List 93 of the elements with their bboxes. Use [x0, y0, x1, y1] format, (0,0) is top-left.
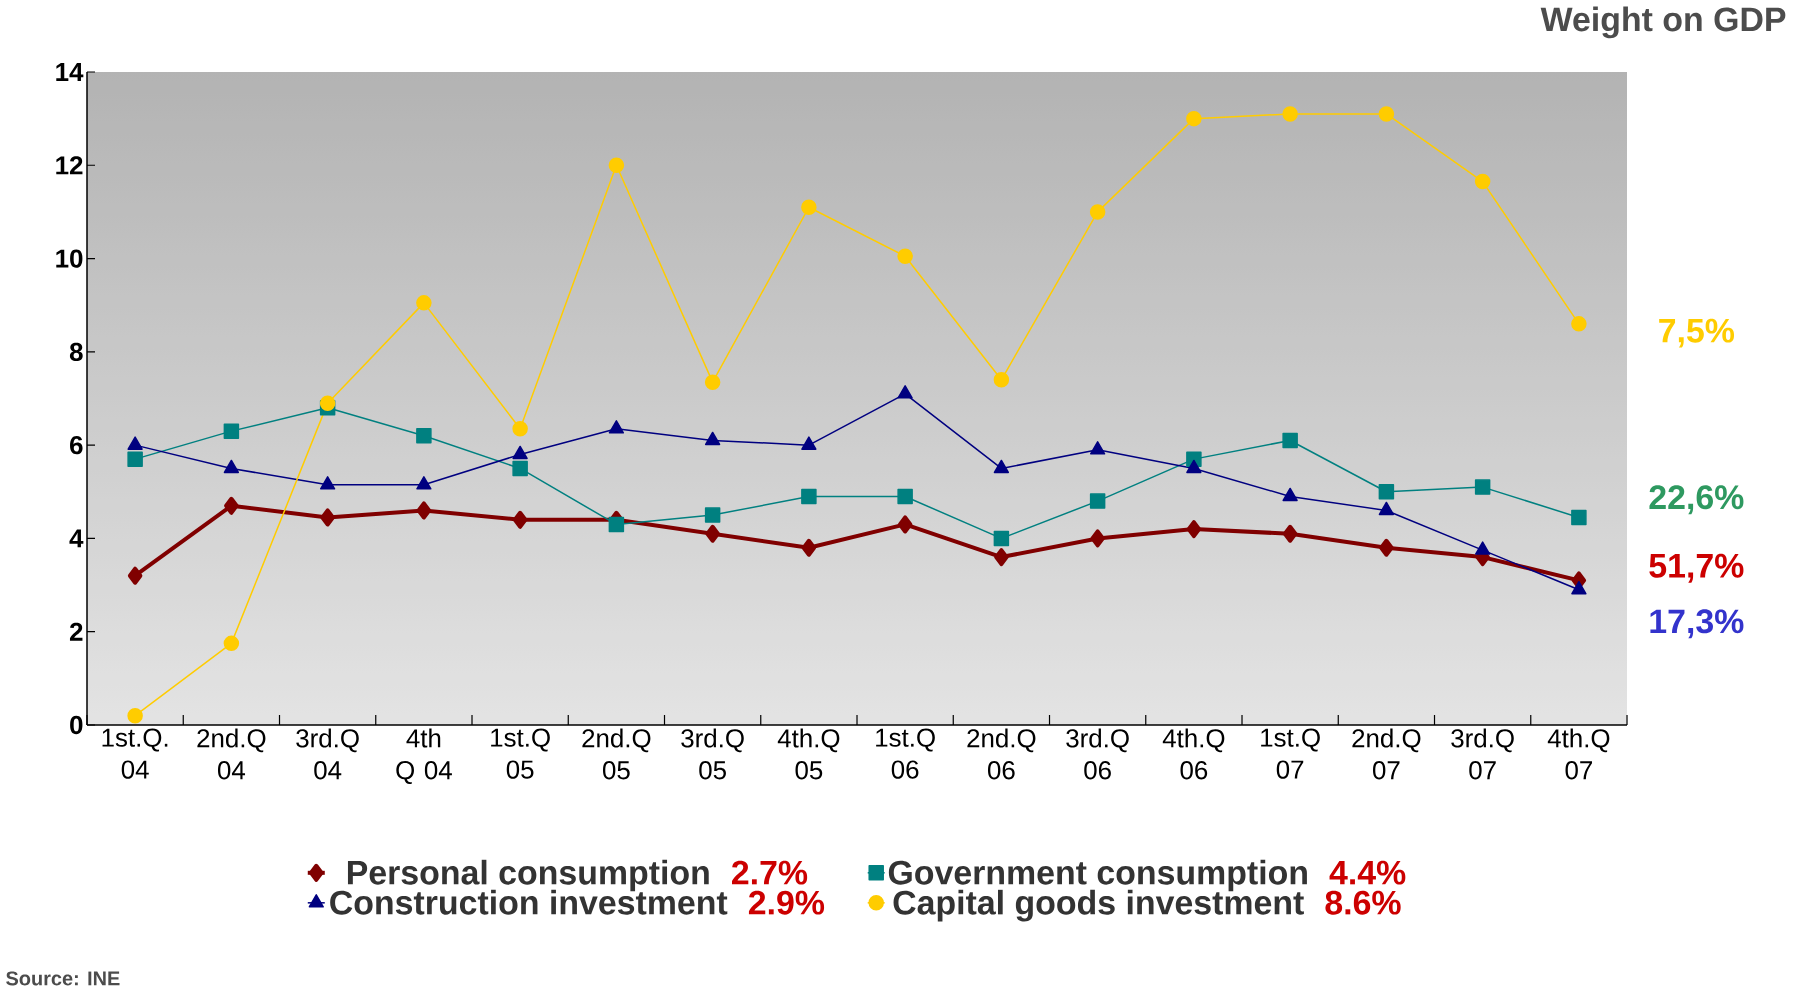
y-tick-label: 14 [56, 63, 84, 81]
text: 7,5% [1659, 318, 1735, 348]
text: 8.6% [1325, 890, 1401, 915]
point [1089, 493, 1106, 509]
point [1378, 484, 1395, 500]
x-tick-label: 1st.Q 06 [876, 728, 935, 779]
point [1474, 479, 1491, 495]
point [223, 459, 240, 474]
point [1090, 529, 1105, 548]
point [1282, 487, 1298, 502]
point [1378, 106, 1395, 122]
point [127, 707, 143, 724]
point [127, 566, 143, 585]
text: 22,6% [1649, 485, 1744, 515]
x-tick-label: 1st.Q 07 [1261, 728, 1320, 779]
x-tick-label: 1st.Q. 04 [102, 728, 168, 779]
text: 2.9% [748, 890, 825, 915]
point [224, 496, 239, 515]
x-tick-label: 2nd.Q 06 [967, 728, 1036, 780]
point [1474, 173, 1491, 190]
x-tick-label: 4th.Q 07 [1547, 728, 1610, 780]
x-tick-label: 2nd.Q 05 [582, 728, 651, 780]
text: 2.7% [732, 860, 808, 885]
y-tick-label: 10 [56, 249, 83, 268]
x-tick-label: 3rd.Q 05 [681, 728, 744, 780]
point [1282, 432, 1298, 449]
x-tick-label: 1st.Q 05 [491, 728, 550, 779]
point [897, 515, 913, 534]
point [704, 507, 721, 523]
point [801, 488, 817, 505]
point [993, 372, 1010, 388]
point [897, 385, 913, 399]
text: 4.4% [1329, 860, 1406, 885]
point [1186, 459, 1202, 474]
point [1089, 204, 1106, 220]
point [127, 436, 143, 450]
point [608, 516, 625, 533]
point [705, 524, 720, 543]
point [416, 295, 432, 311]
x-tick-label: 3rd.Q 06 [1066, 728, 1129, 780]
point [801, 436, 817, 450]
point [897, 248, 913, 264]
y-tick-label: 2 [69, 622, 83, 641]
point [1186, 520, 1202, 539]
point [1571, 509, 1587, 526]
point [512, 445, 528, 460]
x-tick-label: 3rd.Q 04 [296, 728, 359, 780]
point [223, 635, 240, 652]
y-tick-label: 8 [69, 342, 83, 362]
point [320, 508, 335, 527]
point [512, 421, 528, 437]
point [993, 459, 1010, 474]
y-tick-label: 6 [70, 435, 83, 455]
point [1282, 524, 1298, 543]
point [993, 530, 1010, 547]
point [897, 488, 913, 505]
point [1379, 538, 1394, 557]
point [994, 548, 1009, 567]
point [416, 476, 432, 490]
x-tick-label: 4th Q 04 [396, 728, 452, 785]
point [1378, 501, 1395, 516]
point [416, 501, 432, 520]
y-tick-label: 0 [70, 715, 83, 735]
point [801, 199, 817, 215]
point [1571, 316, 1587, 332]
point [223, 423, 240, 439]
point [1089, 441, 1106, 455]
x-tick-label: 4th.Q 05 [777, 728, 840, 780]
x-tick-label: 3rd.Q 07 [1451, 728, 1514, 780]
point [1282, 106, 1298, 122]
point [801, 538, 817, 557]
x-tick-label: 4th.Q 06 [1162, 728, 1225, 780]
x-tick-label: 2nd.Q 04 [197, 728, 266, 780]
x-tick-label: 2nd.Q 07 [1352, 728, 1421, 780]
point [608, 420, 625, 434]
text: 51,7% [1649, 553, 1744, 583]
y-tick-label: 4 [69, 529, 84, 548]
point [512, 510, 528, 529]
point [1571, 580, 1587, 595]
text: 17,3% [1650, 609, 1744, 639]
point [1474, 541, 1491, 555]
chart-title: Weight on GDP [1540, 6, 1786, 39]
point [319, 476, 336, 490]
point [1186, 110, 1202, 127]
point [319, 395, 336, 411]
point [608, 157, 625, 174]
source-note: Source: INE [6, 971, 120, 986]
point [704, 374, 721, 390]
point [416, 428, 432, 444]
point [127, 451, 143, 467]
y-tick-label: 12 [56, 156, 83, 175]
point [704, 431, 721, 446]
point [512, 460, 528, 477]
